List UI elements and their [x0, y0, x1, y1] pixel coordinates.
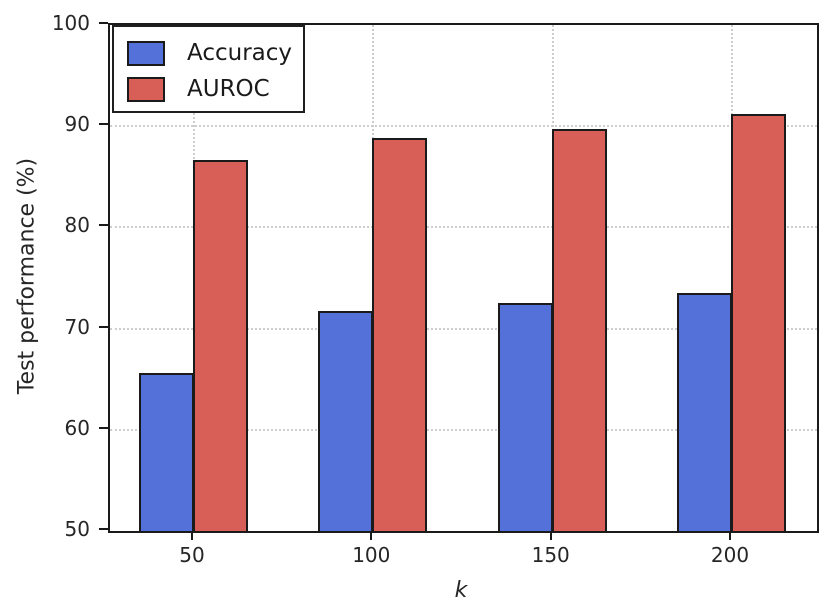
x-tick-200 [729, 531, 731, 540]
bar-auroc-k50 [193, 159, 248, 533]
bar-auroc-k200 [731, 114, 786, 533]
gridline-horizontal-70 [110, 327, 817, 330]
legend-label-auroc: AUROC [187, 76, 270, 102]
y-tick-label-70: 70 [64, 314, 90, 339]
y-tick-70 [99, 325, 108, 328]
gridline-horizontal-90 [110, 125, 817, 128]
legend-swatch-accuracy [127, 40, 165, 66]
x-tick-label-100: 100 [352, 543, 391, 567]
y-tick-90 [99, 123, 108, 126]
y-tick-60 [99, 426, 108, 429]
y-tick-label-50: 50 [64, 517, 90, 541]
legend: Accuracy AUROC [112, 25, 305, 113]
gridline-horizontal-60 [110, 428, 817, 431]
x-tick-label-150: 150 [531, 543, 570, 567]
plot-area: Accuracy AUROC [108, 23, 819, 533]
y-tick-label-100: 100 [51, 11, 90, 35]
x-tick-100 [370, 531, 373, 540]
y-tick-50 [99, 528, 108, 530]
legend-item-auroc: AUROC [114, 71, 303, 107]
bar-accuracy-k200 [677, 293, 732, 533]
x-tick-label-200: 200 [710, 543, 750, 567]
bar-accuracy-k150 [497, 303, 553, 533]
legend-swatch-auroc [127, 76, 165, 102]
bar-auroc-k100 [372, 138, 428, 533]
y-tick-label-90: 90 [64, 112, 90, 137]
bar-auroc-k150 [551, 129, 607, 533]
x-tick-150 [549, 531, 552, 540]
y-tick-100 [99, 22, 108, 24]
y-tick-label-80: 80 [64, 213, 90, 238]
legend-item-accuracy: Accuracy [114, 35, 303, 71]
y-tick-label-60: 60 [64, 415, 90, 440]
bar-accuracy-k50 [139, 373, 194, 533]
x-axis-label: k [454, 578, 468, 603]
x-tick-label-50: 50 [179, 543, 205, 567]
gridline-horizontal-80 [110, 226, 817, 229]
y-tick-80 [99, 224, 108, 227]
legend-label-accuracy: Accuracy [187, 40, 293, 66]
y-axis-label: Test performance (%) [14, 157, 40, 395]
bar-accuracy-k100 [318, 311, 374, 533]
x-tick-50 [191, 531, 193, 540]
